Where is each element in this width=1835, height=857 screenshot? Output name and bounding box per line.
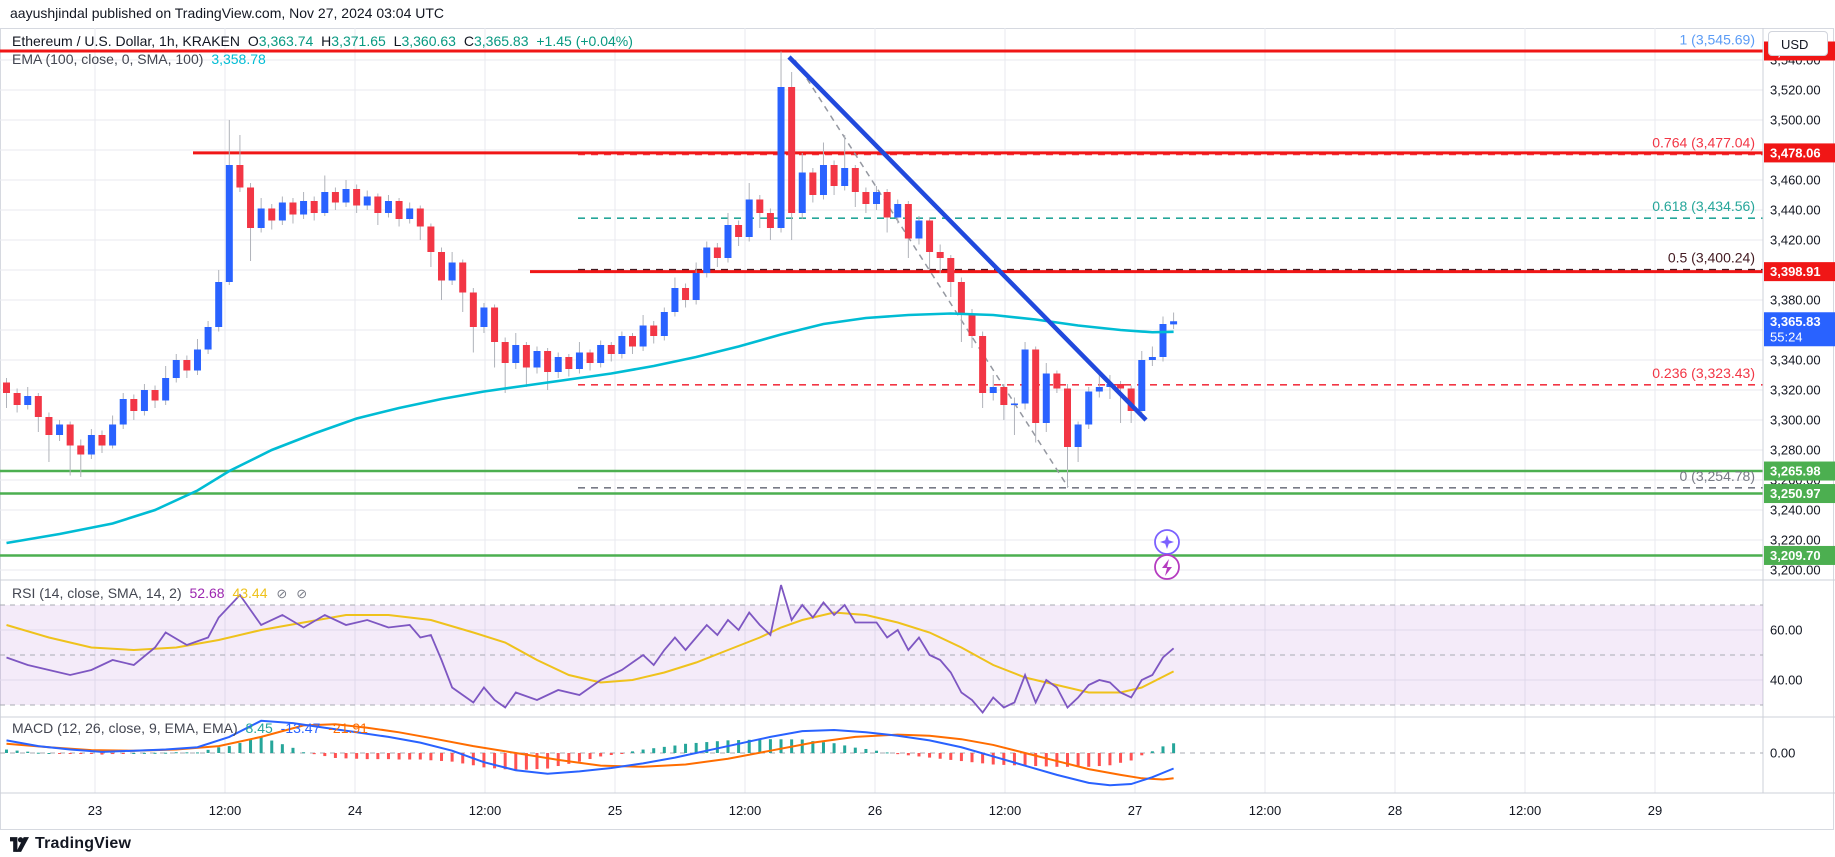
ohlc-change: +1.45 (+0.04%) [536, 33, 633, 49]
macd-hist-value: 8.45 [245, 720, 273, 736]
svg-text:0 (3,254.78): 0 (3,254.78) [1680, 468, 1756, 484]
svg-text:25: 25 [608, 803, 622, 818]
svg-text:0.764 (3,477.04): 0.764 (3,477.04) [1652, 134, 1755, 150]
svg-text:0.618 (3,434.56): 0.618 (3,434.56) [1652, 198, 1755, 214]
svg-text:1 (3,545.69): 1 (3,545.69) [1680, 31, 1756, 47]
svg-text:3,265.98: 3,265.98 [1770, 464, 1821, 479]
tradingview-logo-icon [10, 836, 29, 852]
horizontal-level-lines[interactable] [0, 49, 1763, 557]
svg-text:3,460.00: 3,460.00 [1770, 173, 1821, 188]
macd-legend[interactable]: MACD (12, 26, close, 9, EMA, EMA) 8.45 -… [12, 720, 368, 736]
rsi-pane [0, 584, 1763, 714]
macd-line-value: -13.47 [280, 720, 321, 736]
svg-text:3,520.00: 3,520.00 [1770, 83, 1821, 98]
rsi-line[interactable] [6, 584, 1175, 714]
svg-text:3,220.00: 3,220.00 [1770, 533, 1821, 548]
svg-text:3,280.00: 3,280.00 [1770, 443, 1821, 458]
ohlc-low: 3,360.63 [401, 33, 456, 49]
svg-text:27: 27 [1128, 803, 1142, 818]
svg-text:3,365.83: 3,365.83 [1770, 314, 1821, 329]
dashed-guide-line[interactable] [794, 59, 1069, 488]
time-axis[interactable]: 23 12:00 24 12:00 25 12:00 26 12:00 27 12:00 28 12:… [88, 803, 1662, 818]
hide-indicator-icon[interactable]: ⊘ [276, 586, 288, 601]
svg-text:12:00: 12:00 [729, 803, 762, 818]
chart-canvas[interactable]: 1 (3,545.69) 0.764 (3,477.04) 0.618 (3,434… [0, 28, 1835, 830]
svg-text:3,300.00: 3,300.00 [1770, 413, 1821, 428]
ema-legend[interactable]: EMA (100, close, 0, SMA, 100) 3,358.78 [12, 51, 266, 67]
macd-title: MACD (12, 26, close, 9, EMA, EMA) [12, 720, 238, 736]
svg-text:3,340.00: 3,340.00 [1770, 353, 1821, 368]
brand-text: TradingView [35, 835, 132, 852]
svg-text:3,440.00: 3,440.00 [1770, 203, 1821, 218]
symbol-legend[interactable]: Ethereum / U.S. Dollar, 1h, KRAKEN O3,36… [12, 33, 633, 49]
ohlc-low-label: L [393, 33, 402, 49]
publish-header: aayushjindal published on TradingView.co… [10, 5, 445, 21]
svg-text:24: 24 [348, 803, 362, 818]
svg-text:12:00: 12:00 [209, 803, 242, 818]
svg-text:3,320.00: 3,320.00 [1770, 383, 1821, 398]
svg-text:3,209.70: 3,209.70 [1770, 548, 1821, 563]
symbol-title: Ethereum / U.S. Dollar, 1h, KRAKEN [12, 33, 240, 49]
svg-text:3,500.00: 3,500.00 [1770, 113, 1821, 128]
svg-text:3,250.97: 3,250.97 [1770, 486, 1821, 501]
svg-text:28: 28 [1388, 803, 1402, 818]
svg-text:3,200.00: 3,200.00 [1770, 563, 1821, 578]
svg-text:29: 29 [1648, 803, 1662, 818]
rsi-legend[interactable]: RSI (14, close, SMA, 14, 2) 52.68 43.44 … [12, 585, 307, 602]
svg-text:0.5 (3,400.24): 0.5 (3,400.24) [1668, 250, 1755, 266]
svg-text:3,420.00: 3,420.00 [1770, 233, 1821, 248]
ohlc-close-label: C [463, 33, 474, 49]
svg-text:12:00: 12:00 [1509, 803, 1542, 818]
svg-text:12:00: 12:00 [989, 803, 1022, 818]
ohlc-open-label: O [247, 33, 259, 49]
lightning-icon[interactable] [1154, 554, 1180, 580]
svg-text:0.236 (3,323.43): 0.236 (3,323.43) [1652, 365, 1755, 381]
svg-text:12:00: 12:00 [469, 803, 502, 818]
grid [0, 28, 1763, 793]
macd-pane [0, 719, 1763, 787]
fib-labels: 1 (3,545.69) 0.764 (3,477.04) 0.618 (3,434… [1652, 31, 1755, 483]
macd-line[interactable] [6, 719, 1174, 787]
macd-signal-line[interactable] [6, 723, 1174, 781]
candlestick-series [3, 51, 1178, 488]
svg-text:23: 23 [88, 803, 102, 818]
rsi-title: RSI (14, close, SMA, 14, 2) [12, 585, 182, 601]
rsi-sma-line[interactable] [6, 611, 1175, 694]
svg-text:0.00: 0.00 [1770, 746, 1795, 761]
ema-value: 3,358.78 [211, 51, 266, 67]
ohlc-close: 3,365.83 [473, 33, 529, 49]
chart-frame [0, 28, 1834, 830]
svg-text:3,478.06: 3,478.06 [1770, 145, 1821, 160]
svg-text:3,380.00: 3,380.00 [1770, 293, 1821, 308]
rsi-sma-value: 43.44 [232, 585, 268, 601]
ohlc-high: 3,371.65 [331, 33, 386, 49]
svg-text:26: 26 [868, 803, 882, 818]
tradingview-brand[interactable]: TradingView [10, 835, 131, 853]
settings-indicator-icon[interactable]: ⊘ [296, 586, 308, 601]
rsi-value: 52.68 [189, 585, 225, 601]
ohlc-open: 3,363.74 [258, 33, 314, 49]
ohlc-high-label: H [321, 33, 332, 49]
downtrend-line[interactable] [787, 55, 1148, 422]
svg-text:3,398.91: 3,398.91 [1770, 264, 1821, 279]
svg-text:55:24: 55:24 [1770, 329, 1803, 344]
ema-title: EMA (100, close, 0, SMA, 100) [12, 51, 204, 67]
sparkle-icon[interactable] [1154, 529, 1180, 555]
ema-100-line[interactable] [6, 312, 1174, 545]
svg-text:40.00: 40.00 [1770, 673, 1803, 688]
currency-toggle-button[interactable]: USD [1768, 31, 1828, 56]
macd-signal-value: -21.91 [328, 720, 368, 736]
svg-text:60.00: 60.00 [1770, 623, 1803, 638]
svg-text:12:00: 12:00 [1249, 803, 1282, 818]
svg-text:3,240.00: 3,240.00 [1770, 503, 1821, 518]
